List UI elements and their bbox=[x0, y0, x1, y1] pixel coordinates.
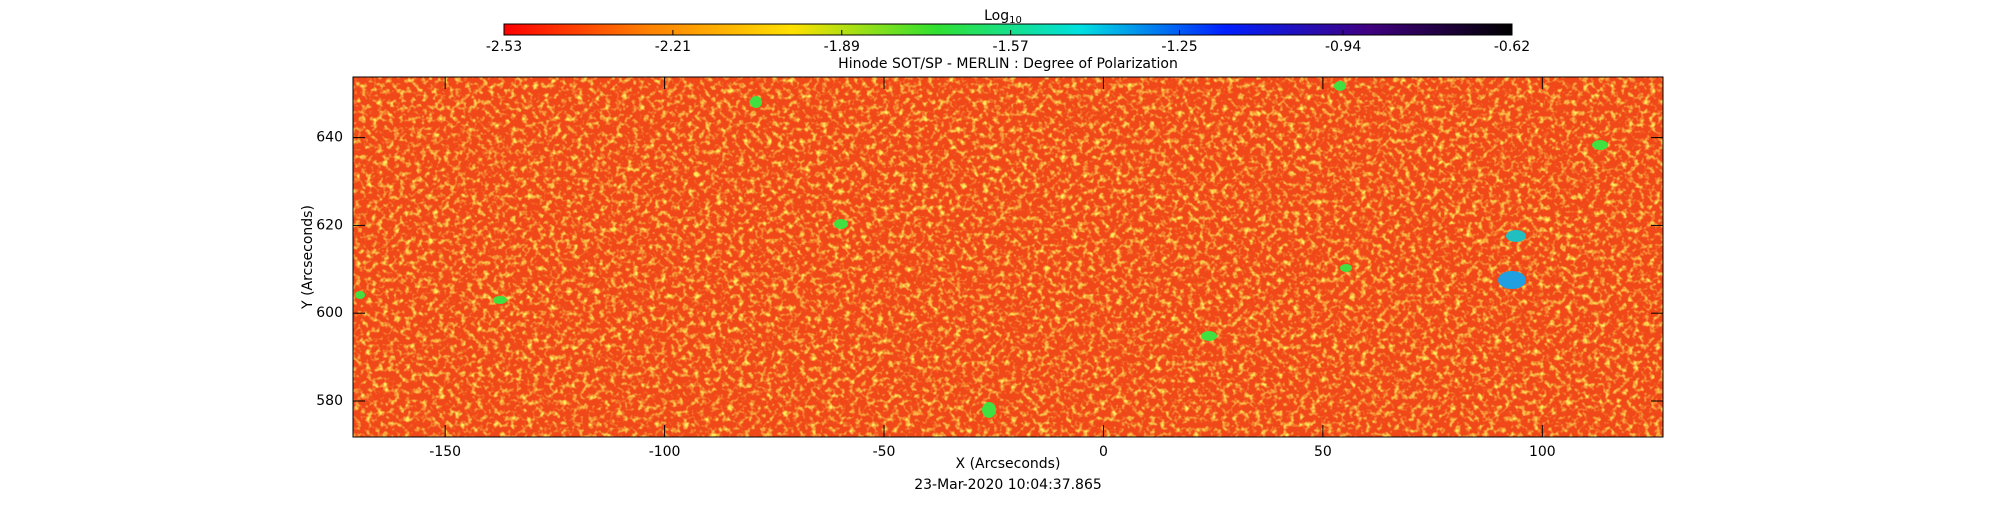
x-tick-label: 100 bbox=[1529, 444, 1556, 460]
colorbar bbox=[503, 23, 1513, 36]
x-tick-label: -150 bbox=[429, 444, 461, 460]
timestamp: 23-Mar-2020 10:04:37.865 bbox=[914, 477, 1102, 493]
y-tick-label: 640 bbox=[316, 130, 343, 146]
chart-title: Hinode SOT/SP - MERLIN : Degree of Polar… bbox=[838, 56, 1178, 72]
colorbar-tick-label: -0.94 bbox=[1325, 39, 1361, 55]
colorbar-label-sub: 10 bbox=[1009, 15, 1022, 26]
colorbar-tick-label: -1.89 bbox=[824, 39, 860, 55]
x-axis-label: X (Arcseconds) bbox=[956, 456, 1061, 472]
image-texture bbox=[353, 77, 1663, 437]
plot-frame bbox=[352, 76, 1664, 438]
colorbar-tick-label: -1.57 bbox=[993, 39, 1029, 55]
x-tick-label: -50 bbox=[873, 444, 896, 460]
colorbar-tick-label: -1.25 bbox=[1161, 39, 1197, 55]
colorbar-tick-label: -2.53 bbox=[486, 39, 522, 55]
x-tick-label: -100 bbox=[649, 444, 681, 460]
colorbar-label-text: Log bbox=[984, 8, 1009, 24]
y-tick-label: 620 bbox=[316, 217, 343, 233]
y-tick-label: 580 bbox=[316, 393, 343, 409]
colorbar-tick-label: -2.21 bbox=[655, 39, 691, 55]
colorbar-tick-label: -0.62 bbox=[1494, 39, 1530, 55]
features bbox=[355, 81, 1608, 418]
x-tick-label: 0 bbox=[1099, 444, 1108, 460]
x-tick-label: 50 bbox=[1314, 444, 1332, 460]
y-axis-label: Y (Arcseconds) bbox=[300, 205, 316, 310]
y-tick-label: 600 bbox=[316, 305, 343, 321]
colorbar-label: Log10 bbox=[984, 8, 1022, 26]
image bbox=[353, 77, 1663, 437]
